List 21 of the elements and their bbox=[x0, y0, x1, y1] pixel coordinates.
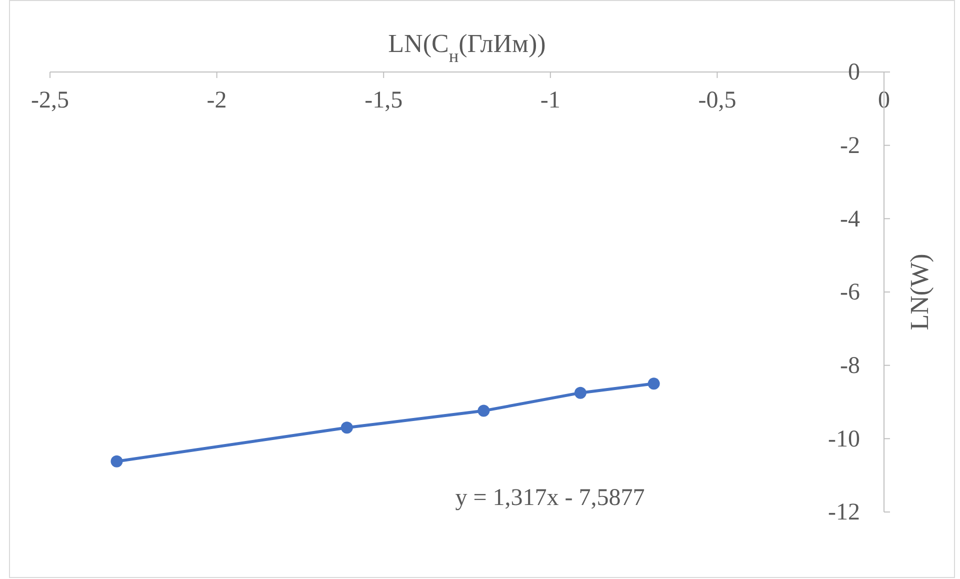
y-tick-label: -2 bbox=[840, 133, 860, 160]
y-axis-title: LN(W) bbox=[905, 254, 934, 330]
x-tick-label: -2 bbox=[206, 87, 227, 114]
y-tick-label: -12 bbox=[828, 500, 860, 526]
y-tick-label: -10 bbox=[828, 426, 860, 452]
annotation: y = 1,317x - 7,5877 bbox=[455, 485, 645, 511]
point bbox=[110, 455, 123, 468]
point bbox=[340, 422, 353, 434]
point bbox=[574, 386, 586, 399]
point bbox=[478, 404, 490, 417]
x-tick-label: -0,5 bbox=[698, 87, 736, 114]
y-tick-label: -6 bbox=[840, 280, 860, 306]
x-tick-label: -1 bbox=[540, 87, 560, 114]
y-tick-label: 0 bbox=[848, 60, 860, 86]
point bbox=[648, 378, 660, 390]
y-tick-label: -8 bbox=[840, 353, 860, 380]
x-tick-label: -1,5 bbox=[364, 87, 403, 114]
y-tick-label: -4 bbox=[840, 206, 860, 232]
x-tick-label: -2,5 bbox=[31, 87, 69, 114]
x-axis-title: LN(C$_{н}$(ГлИм)) bbox=[388, 29, 546, 66]
x-tick-label: 0 bbox=[878, 87, 890, 114]
